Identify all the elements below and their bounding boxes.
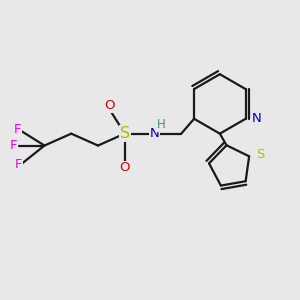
Text: H: H [157,118,165,131]
Text: F: F [10,139,18,152]
Text: N: N [150,127,159,140]
Text: O: O [119,161,130,174]
Text: S: S [120,126,130,141]
Text: O: O [105,99,115,112]
Text: S: S [256,148,265,161]
Text: F: F [14,123,21,136]
Text: F: F [15,158,22,171]
Text: N: N [252,112,262,125]
